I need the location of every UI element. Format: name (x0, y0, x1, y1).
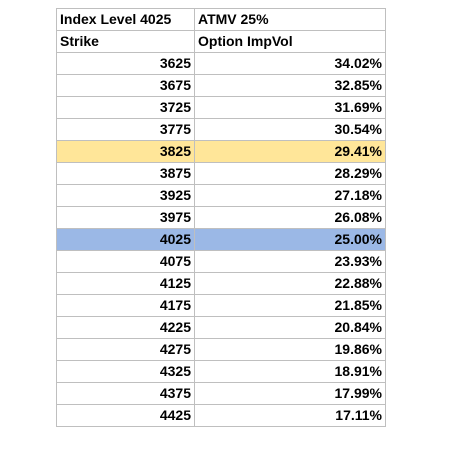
impvol-cell[interactable]: 29.41% (194, 140, 386, 163)
spreadsheet: Index Level 4025 ATMV 25% Strike Option … (56, 8, 386, 427)
impvol-cell[interactable]: 28.29% (194, 162, 386, 185)
strike-cell[interactable]: 4425 (56, 404, 195, 427)
table-row: 4275 19.86% (56, 338, 386, 361)
table-row: 3975 26.08% (56, 206, 386, 229)
table-row: 4075 23.93% (56, 250, 386, 273)
impvol-cell[interactable]: 23.93% (194, 250, 386, 273)
impvol-cell[interactable]: 20.84% (194, 316, 386, 339)
table-row: 3825 29.41% (56, 140, 386, 163)
header-row-index: Index Level 4025 ATMV 25% (56, 8, 386, 31)
impvol-cell[interactable]: 32.85% (194, 74, 386, 97)
index-level-cell[interactable]: Index Level 4025 (56, 8, 195, 31)
impvol-cell[interactable]: 22.88% (194, 272, 386, 295)
strike-cell[interactable]: 3775 (56, 118, 195, 141)
table-row: 3725 31.69% (56, 96, 386, 119)
impvol-cell[interactable]: 26.08% (194, 206, 386, 229)
table-row: 4425 17.11% (56, 404, 386, 427)
atmv-cell[interactable]: ATMV 25% (194, 8, 386, 31)
strike-cell[interactable]: 4075 (56, 250, 195, 273)
table-row: 3625 34.02% (56, 52, 386, 75)
impvol-cell[interactable]: 18.91% (194, 360, 386, 383)
strike-cell[interactable]: 4225 (56, 316, 195, 339)
header-row-columns: Strike Option ImpVol (56, 30, 386, 53)
strike-cell[interactable]: 4375 (56, 382, 195, 405)
strike-cell[interactable]: 4275 (56, 338, 195, 361)
strike-cell[interactable]: 3625 (56, 52, 195, 75)
strike-cell[interactable]: 3925 (56, 184, 195, 207)
table-body: Index Level 4025 ATMV 25% Strike Option … (56, 8, 386, 427)
impvol-cell[interactable]: 19.86% (194, 338, 386, 361)
impvol-header-cell[interactable]: Option ImpVol (194, 30, 386, 53)
table-row: 4375 17.99% (56, 382, 386, 405)
strike-cell[interactable]: 4325 (56, 360, 195, 383)
table-row: 3775 30.54% (56, 118, 386, 141)
impvol-cell[interactable]: 21.85% (194, 294, 386, 317)
table-row: 4325 18.91% (56, 360, 386, 383)
strike-cell[interactable]: 3875 (56, 162, 195, 185)
strike-cell[interactable]: 3725 (56, 96, 195, 119)
table-row: 4025 25.00% (56, 228, 386, 251)
table-row: 3925 27.18% (56, 184, 386, 207)
impvol-cell[interactable]: 17.11% (194, 404, 386, 427)
strike-cell[interactable]: 4175 (56, 294, 195, 317)
strike-header-cell[interactable]: Strike (56, 30, 195, 53)
strike-cell[interactable]: 3975 (56, 206, 195, 229)
strike-cell[interactable]: 3825 (56, 140, 195, 163)
strike-cell[interactable]: 4125 (56, 272, 195, 295)
impvol-cell[interactable]: 17.99% (194, 382, 386, 405)
table-row: 4125 22.88% (56, 272, 386, 295)
impvol-cell[interactable]: 31.69% (194, 96, 386, 119)
table-row: 3875 28.29% (56, 162, 386, 185)
strike-cell[interactable]: 4025 (56, 228, 195, 251)
impvol-cell[interactable]: 30.54% (194, 118, 386, 141)
strike-impvol-table: Index Level 4025 ATMV 25% Strike Option … (56, 8, 386, 427)
impvol-cell[interactable]: 34.02% (194, 52, 386, 75)
table-row: 4225 20.84% (56, 316, 386, 339)
table-row: 4175 21.85% (56, 294, 386, 317)
strike-cell[interactable]: 3675 (56, 74, 195, 97)
impvol-cell[interactable]: 27.18% (194, 184, 386, 207)
table-row: 3675 32.85% (56, 74, 386, 97)
impvol-cell[interactable]: 25.00% (194, 228, 386, 251)
